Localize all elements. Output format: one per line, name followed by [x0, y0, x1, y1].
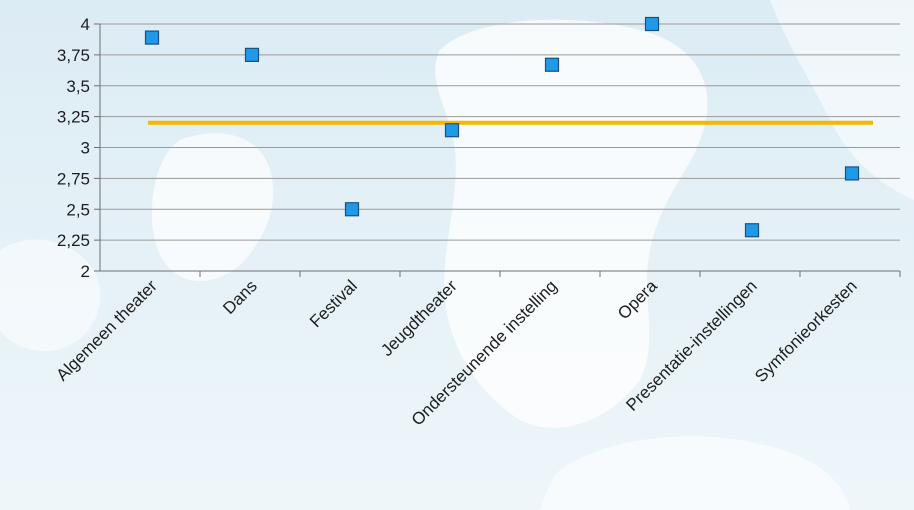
y-tick-label: 2 — [81, 262, 90, 281]
gridlines — [100, 23, 900, 241]
data-point — [544, 57, 560, 72]
data-point — [444, 123, 460, 138]
data-point — [644, 16, 660, 32]
data-points — [144, 16, 860, 238]
data-point — [244, 47, 260, 62]
data-point — [144, 30, 160, 45]
y-tick-label: 2,75 — [57, 169, 90, 188]
y-tick-label: 4 — [81, 15, 90, 34]
data-point — [344, 202, 360, 217]
y-tick-label: 2,5 — [66, 200, 90, 219]
y-tick-label: 3,25 — [57, 108, 90, 127]
y-tick-label: 3,75 — [57, 46, 90, 65]
data-point — [844, 166, 860, 181]
y-tick-label: 3,5 — [66, 77, 90, 96]
y-axis-ticks: 2 2,25 2,5 2,75 3 3,25 3,5 3,75 4 — [57, 15, 100, 281]
y-tick-label: 3 — [81, 139, 90, 158]
y-tick-label: 2,25 — [57, 231, 90, 250]
data-point — [744, 223, 760, 238]
